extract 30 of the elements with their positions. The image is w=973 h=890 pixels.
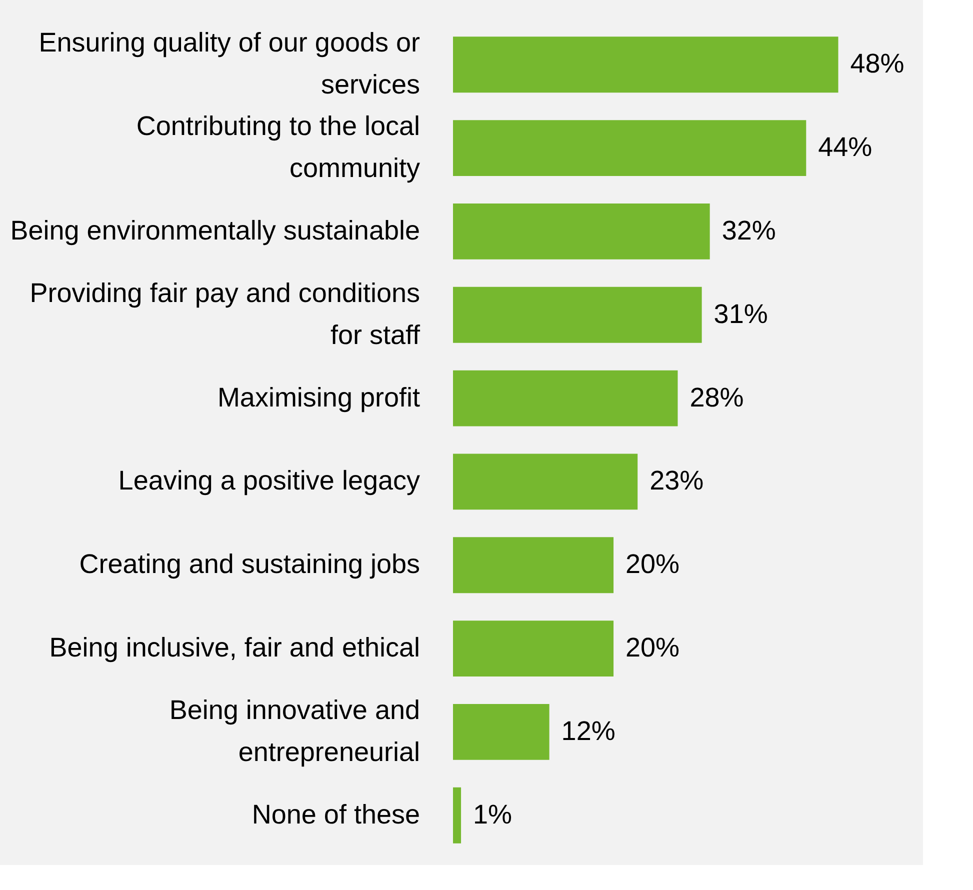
bar — [453, 286, 702, 343]
y-tick-label: Maximising profit — [217, 382, 420, 412]
y-tick-label: None of these — [252, 799, 420, 830]
bar — [453, 454, 638, 510]
bar — [453, 620, 614, 676]
y-tick-label: Providing fair pay and conditions for staff — [30, 278, 420, 350]
bar — [453, 36, 838, 93]
y-tick-label: Creating and sustaining jobs — [79, 549, 420, 580]
bar — [453, 537, 614, 594]
data-label: 1% — [473, 799, 512, 830]
bar — [453, 120, 806, 176]
data-label: 23% — [650, 466, 704, 496]
data-label: 20% — [626, 632, 680, 663]
data-label: 48% — [850, 48, 904, 79]
data-label: 44% — [818, 132, 872, 162]
bar — [453, 204, 710, 260]
bar — [453, 787, 462, 844]
bar — [453, 704, 550, 760]
data-label: 28% — [690, 382, 744, 412]
data-label: 32% — [722, 215, 776, 246]
data-label: 12% — [561, 716, 616, 746]
data-label: 20% — [626, 549, 680, 580]
y-tick-label: Being inclusive, fair and ethical — [49, 632, 420, 663]
data-label: 31% — [714, 298, 768, 329]
y-tick-label: Being innovative and entrepreneurial — [169, 694, 420, 767]
y-tick-label: Ensuring quality of our goods or services — [38, 28, 420, 100]
y-tick-label: Contributing to the local community — [136, 111, 420, 184]
y-tick-label: Leaving a positive legacy — [118, 466, 420, 496]
bar — [453, 370, 678, 426]
y-tick-label: Being environmentally sustainable — [10, 215, 420, 246]
